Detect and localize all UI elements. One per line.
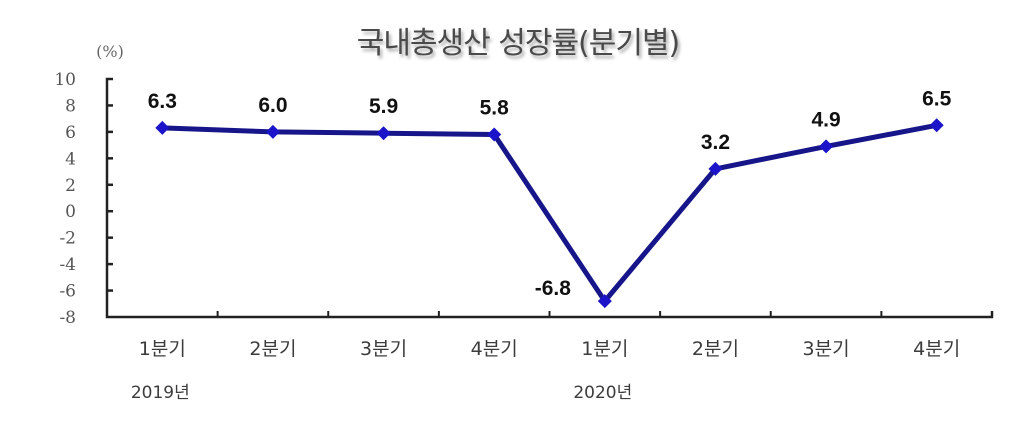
diamond-marker [376,126,391,141]
x-year-label: 2020년 [573,383,632,403]
chart-title: 국내총생산 성장률(분기별) [356,26,681,61]
y-tick-label: 4 [65,149,76,169]
diamond-marker [597,294,612,309]
x-category-label: 3분기 [360,338,407,360]
chart-axes [105,77,994,319]
data-value-label: 3.2 [701,131,730,154]
data-value-label: 6.0 [258,94,287,117]
x-year-label: 2019년 [131,383,190,403]
x-axis-year-labels: 2019년 2020년 [131,383,632,403]
data-value-label: 5.8 [480,97,510,120]
y-tick-label: -2 [59,229,76,249]
y-tick-label: -8 [59,308,76,328]
x-axis-category-labels: 1분기 2분기 3분기 4분기 1분기 2분기 3분기 4분기 [139,338,960,360]
x-category-label: 3분기 [803,338,850,360]
diamond-marker [929,118,944,133]
y-tick-label: 0 [65,202,76,222]
x-category-label: 2분기 [692,338,739,360]
y-tick-label: 10 [54,70,76,90]
axis-line [105,77,994,319]
diamond-marker [819,139,834,154]
x-category-label: 1분기 [581,338,628,360]
data-labels: 6.3 6.0 5.9 5.8 -6.8 3.2 4.9 6.5 [148,87,952,300]
diamond-marker [708,161,723,176]
diamond-marker [487,127,502,142]
diamond-marker [155,120,170,135]
y-axis-unit-label: (%) [96,42,124,61]
data-value-label: 5.9 [369,95,398,118]
y-tick-label: -4 [59,255,76,275]
series-line [155,118,944,309]
x-category-label: 4분기 [471,338,518,360]
x-category-label: 1분기 [139,338,186,360]
growth-rate-line [162,122,938,304]
y-tick-label: 6 [65,123,76,143]
y-tick-label: 8 [65,96,76,116]
data-value-label: 6.5 [922,87,952,110]
y-tick-label: -6 [59,282,76,302]
data-value-label: 6.3 [148,90,177,113]
data-value-label: -6.8 [535,277,572,300]
diamond-marker [265,124,280,139]
y-tick-label: 2 [65,176,76,196]
data-value-label: 4.9 [811,108,840,131]
x-category-label: 4분기 [913,338,960,360]
x-category-label: 2분기 [249,338,296,360]
y-axis-tick-labels: 10 8 6 4 2 0 -2 -4 -6 -8 [54,70,76,328]
